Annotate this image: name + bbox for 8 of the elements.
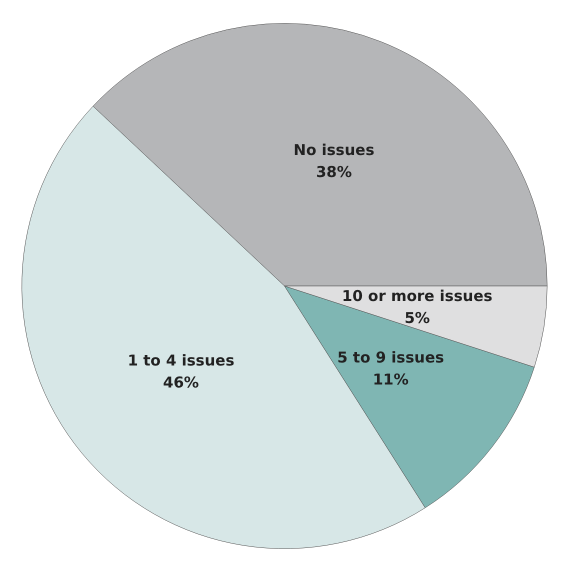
slice-label: No issues <box>294 141 374 160</box>
data-label: 11% <box>372 370 409 388</box>
slice-label: 10 or more issues <box>342 287 493 306</box>
data-label: 5% <box>404 309 430 328</box>
slice-label: 5 to 9 issues <box>337 348 444 366</box>
slice-label: 1 to 4 issues <box>128 352 234 370</box>
data-label: 38% <box>316 163 352 182</box>
data-label: 46% <box>163 374 199 392</box>
